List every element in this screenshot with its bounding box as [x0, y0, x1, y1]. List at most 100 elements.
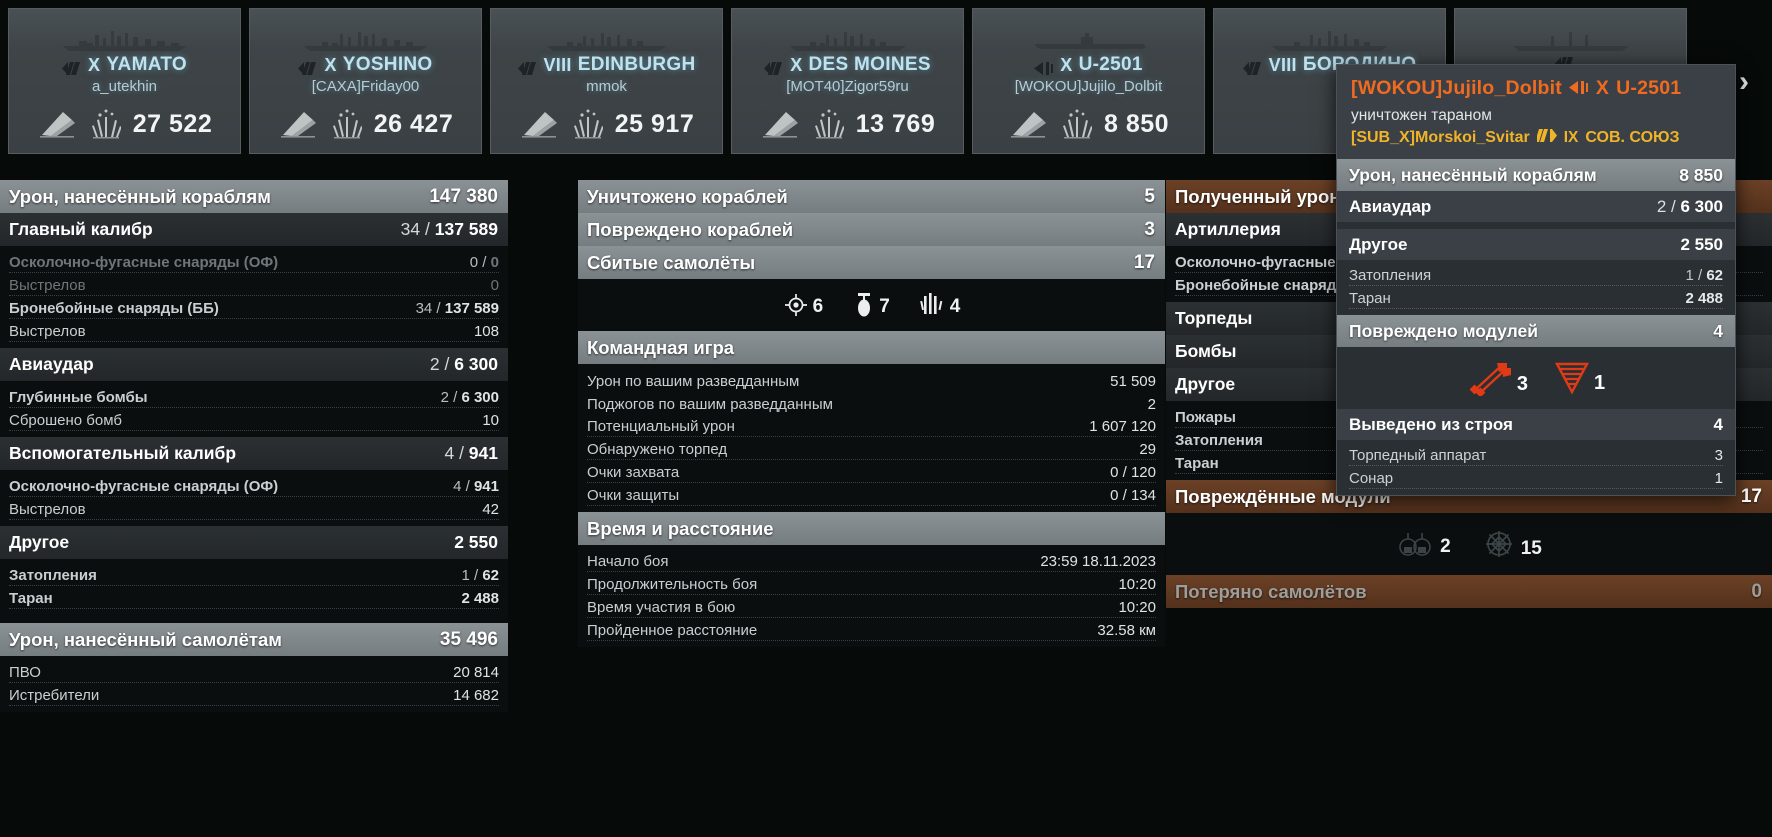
ship-silhouette-icon [1505, 27, 1637, 53]
ship-player: a_utekhin [91, 78, 158, 95]
subsection-value: 34 / 137 589 [400, 219, 498, 239]
achievements-row: 6 7 4 [578, 279, 1165, 331]
tooltip-killer: [SUB_X]Morskoi_Svitar IX СОВ. СОЮЗ [1351, 129, 1721, 147]
ship-card[interactable]: X YOSHINO [CAXA]Friday00 26 427 [249, 8, 482, 154]
battleship-class-icon [62, 59, 82, 75]
subsection-label: Другое [1175, 374, 1236, 394]
row-torpedoes-spotted: Обнаружено торпед 29 [587, 437, 1156, 460]
tooltip-victim: [WOKOU]Jujilo_Dolbit X U-2501 [1351, 77, 1721, 100]
subsection-label: Бомбы [1175, 341, 1237, 361]
subsection-label: Вспомогательный калибр [9, 443, 237, 463]
subsection-other-damage: Другое 2 550 [0, 526, 508, 559]
tooltip-other-rows: Затопления 1 / 62 Таран 2 488 [1337, 260, 1735, 315]
crosshair-icon [784, 294, 807, 316]
tooltip-kill-reason: уничтожен тараном [1351, 107, 1492, 124]
ship-card[interactable]: X YAMATO a_utekhin 27 522 [8, 8, 241, 154]
tooltip-modules-disabled-rows: Торпедный аппарат 3 Сонар 1 [1337, 440, 1735, 495]
ship-sunk-icon [37, 109, 79, 139]
cruiser-class-icon [298, 59, 318, 75]
module-count: 15 [1520, 538, 1542, 559]
ship-title: X YAMATO [62, 54, 187, 76]
row-battle-duration: Продолжительность боя 10:20 [587, 572, 1156, 595]
row-capture-points: Очки захвата 0 / 120 [587, 460, 1156, 483]
ship-name: YAMATO [106, 54, 187, 75]
row-he-shells: Осколочно-фугасные снаряды (ОФ) 0 / 0 [9, 250, 499, 273]
achievement-depth-charge[interactable]: 7 [853, 292, 890, 318]
subsection-value: 4 / 941 [444, 443, 498, 463]
module-count: 2 [1440, 536, 1451, 557]
row-potential-damage: Потенциальный урон 1 607 120 [587, 414, 1156, 437]
row-bombs-dropped: Сброшено бомб 10 [9, 408, 499, 431]
time-distance-rows: Начало боя 23:59 18.11.2023 Продолжитель… [578, 545, 1165, 647]
airstrike-rows: Глубинные бомбы 2 / 6 300 Сброшено бомб … [0, 381, 508, 437]
subsection-label: Торпеды [1175, 308, 1253, 328]
row-fighters: Истребители 14 682 [9, 683, 499, 706]
subsection-label: Выведено из строя [1349, 414, 1513, 434]
cruiser-class-icon [517, 59, 538, 75]
section-team-play: Командная игра [578, 331, 1165, 364]
ship-tier: X [1060, 54, 1073, 75]
ship-tier: VIII [1268, 54, 1297, 75]
ship-damage-row: 25 917 [491, 109, 722, 139]
submarine-class-icon [1034, 59, 1054, 75]
section-ships-damaged: Повреждено кораблей 3 [578, 213, 1165, 246]
next-page-arrow-icon[interactable]: › [1739, 65, 1749, 98]
row-he-shots: Выстрелов 0 [9, 273, 499, 296]
section-value: 0 [1751, 580, 1762, 602]
subsection-label: Другое [9, 532, 70, 552]
achievement-count: 7 [879, 296, 890, 317]
secondary-rows: Осколочно-фугасные снаряды (ОФ) 4 / 941 … [0, 470, 508, 526]
module-torpedo-tubes: 3 [1467, 360, 1528, 396]
row-sec-he-shells: Осколочно-фугасные снаряды (ОФ) 4 / 941 [9, 474, 499, 497]
engine-icon [1485, 531, 1512, 557]
section-label: Урон, нанесённый кораблям [9, 185, 271, 207]
section-damage-to-ships: Урон, нанесённый кораблям 147 380 [0, 180, 508, 213]
module-count: 1 [1594, 372, 1606, 394]
depth-charge-icon [858, 293, 871, 317]
section-value: 35 496 [439, 628, 498, 650]
section-label: Уничтожено кораблей [587, 185, 788, 207]
row-ramming: Таран 2 488 [9, 586, 499, 609]
tooltip-section-modules-damaged: Повреждено модулей 4 [1337, 315, 1735, 347]
ship-sunk-icon [1008, 109, 1050, 139]
row-defense-points: Очки защиты 0 / 134 [587, 483, 1156, 506]
kill-detail-tooltip: [WOKOU]Jujilo_Dolbit X U-2501 уничтожен … [1336, 64, 1736, 496]
damaged-modules-icons: 2 15 [1166, 513, 1772, 575]
ship-card[interactable]: X DES MOINES [MOT40]Zigor59ru 13 769 [731, 8, 964, 154]
ship-player: [CAXA]Friday00 [311, 78, 420, 95]
ship-card[interactable]: X U-2501 [WOKOU]Jujilo_Dolbit 8 850 [972, 8, 1205, 154]
ship-damage-row: 13 769 [732, 109, 963, 139]
row-time-in-battle: Время участия в бою 10:20 [587, 595, 1156, 618]
subsection-secondary-battery: Вспомогательный калибр 4 / 941 [0, 437, 508, 470]
damage-splash-icon [332, 109, 363, 139]
section-planes-shot-down: Сбитые самолёты 17 [578, 246, 1165, 279]
tooltip-row-sonar: Сонар 1 [1349, 466, 1723, 489]
subsection-label: Авиаудар [9, 354, 94, 374]
tooltip-row-ramming: Таран 2 488 [1349, 286, 1723, 309]
shell-burst-icon [919, 293, 943, 314]
subsection-value: 4 [1713, 414, 1723, 434]
tooltip-gap [1337, 222, 1735, 229]
achievement-crosshair[interactable]: 6 [783, 292, 823, 318]
victim-tier: X [1595, 77, 1610, 99]
section-value: 17 [1740, 485, 1762, 507]
ship-name: EDINBURGH [577, 54, 696, 75]
subsection-airstrike: Авиаудар 2 / 6 300 [0, 348, 508, 381]
section-label: Урон, нанесённый самолётам [9, 628, 282, 650]
left-stats-panel: Урон, нанесённый кораблям 147 380 Главны… [0, 180, 508, 712]
section-value: 8 850 [1679, 164, 1723, 185]
damage-splash-icon [814, 109, 845, 139]
section-label: Повреждено модулей [1349, 320, 1538, 341]
achievement-shell-burst[interactable]: 4 [919, 292, 960, 318]
ship-silhouette-icon [300, 27, 432, 53]
ship-card[interactable]: VIII EDINBURGH mmok 25 917 [490, 8, 723, 154]
damage-splash-icon [91, 109, 122, 139]
subsection-label: Авиаудар [1349, 196, 1432, 216]
torpedo-tubes-icon [1469, 363, 1511, 396]
killer-tier: IX [1563, 129, 1579, 146]
row-spotting-damage: Урон по вашим разведданным 51 509 [587, 373, 1156, 390]
ship-silhouette-icon [1264, 27, 1396, 53]
subsection-value: 2 550 [1680, 234, 1723, 254]
cruiser-class-icon [764, 59, 784, 75]
ship-player: [MOT40]Zigor59ru [786, 78, 909, 95]
